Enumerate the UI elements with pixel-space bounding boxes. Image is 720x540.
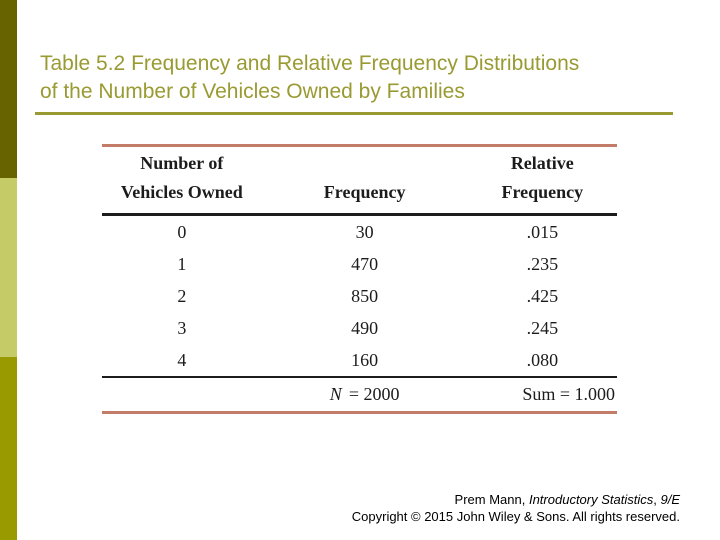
column-header-relative-frequency: Relative Frequency — [468, 147, 617, 213]
table-body: 0 30 .015 1 470 .235 2 850 .425 3 490 .2… — [102, 216, 617, 376]
table-row: 4 160 .080 — [102, 344, 617, 376]
table-header-rule — [102, 213, 617, 216]
credit-edition: 9/E — [660, 492, 680, 507]
cell-relative-frequency: .245 — [526, 317, 559, 338]
accent-bar-middle-segment — [0, 178, 17, 357]
table-summary-row: N = 2000 Sum = 1.000 — [102, 378, 617, 411]
credit-line: Prem Mann, Introductory Statistics, 9/E — [352, 491, 680, 508]
title-block: Table 5.2 Frequency and Relative Frequen… — [35, 50, 673, 115]
title-underline — [35, 112, 673, 115]
table-summary-rule — [102, 376, 617, 378]
table-row: 2 850 .425 — [102, 280, 617, 312]
cell-relative-frequency: .015 — [526, 221, 559, 242]
cell-vehicles: 1 — [177, 253, 187, 274]
header-vehicles-line1: Number of — [140, 153, 224, 173]
header-frequency-label: Frequency — [323, 182, 406, 202]
column-header-frequency: Frequency — [262, 147, 468, 213]
table-bottom-rule — [102, 411, 617, 414]
cell-frequency: 160 — [351, 349, 379, 370]
table-row: 1 470 .235 — [102, 248, 617, 280]
header-relative-line1: Relative — [510, 153, 574, 173]
summary-n-symbol: N — [329, 384, 342, 404]
page-title-line1: Table 5.2 Frequency and Relative Frequen… — [40, 52, 580, 75]
cell-vehicles: 3 — [177, 317, 187, 338]
header-relative-line2: Frequency — [501, 182, 584, 202]
table-row: 0 30 .015 — [102, 216, 617, 248]
cell-frequency: 30 — [355, 221, 374, 242]
accent-bar-bottom-segment — [0, 357, 17, 540]
cell-vehicles: 2 — [177, 285, 187, 306]
summary-total-frequency: N = 2000 — [262, 384, 468, 405]
credit-author: Prem Mann, — [454, 492, 529, 507]
page-title: Table 5.2 Frequency and Relative Frequen… — [35, 50, 673, 106]
cell-vehicles: 4 — [177, 349, 187, 370]
column-header-vehicles-owned: Number of Vehicles Owned — [102, 147, 262, 213]
table-row: 3 490 .245 — [102, 312, 617, 344]
cell-frequency: 850 — [351, 285, 379, 306]
summary-n-value: = 2000 — [348, 384, 400, 404]
table-header-row: Number of Vehicles Owned Frequency Relat… — [102, 147, 617, 213]
summary-total-relative-frequency: Sum = 1.000 — [522, 384, 615, 404]
copyright-line: Copyright © 2015 John Wiley & Sons. All … — [351, 509, 680, 524]
header-vehicles-line2: Vehicles Owned — [120, 182, 243, 202]
credit-separator: , — [653, 492, 661, 507]
cell-relative-frequency: .235 — [526, 253, 559, 274]
sidebar-accent-bar — [0, 0, 17, 540]
accent-bar-top-segment — [0, 0, 17, 178]
cell-vehicles: 0 — [177, 221, 187, 242]
frequency-table: Number of Vehicles Owned Frequency Relat… — [102, 144, 617, 414]
credit-book-title: Introductory Statistics — [528, 492, 654, 507]
cell-relative-frequency: .425 — [526, 285, 559, 306]
cell-frequency: 490 — [351, 317, 379, 338]
credits-block: Prem Mann, Introductory Statistics, 9/E … — [352, 491, 680, 525]
table-top-rule — [102, 144, 617, 147]
page-title-line2: of the Number of Vehicles Owned by Famil… — [40, 80, 465, 103]
cell-relative-frequency: .080 — [526, 349, 559, 370]
cell-frequency: 470 — [351, 253, 379, 274]
